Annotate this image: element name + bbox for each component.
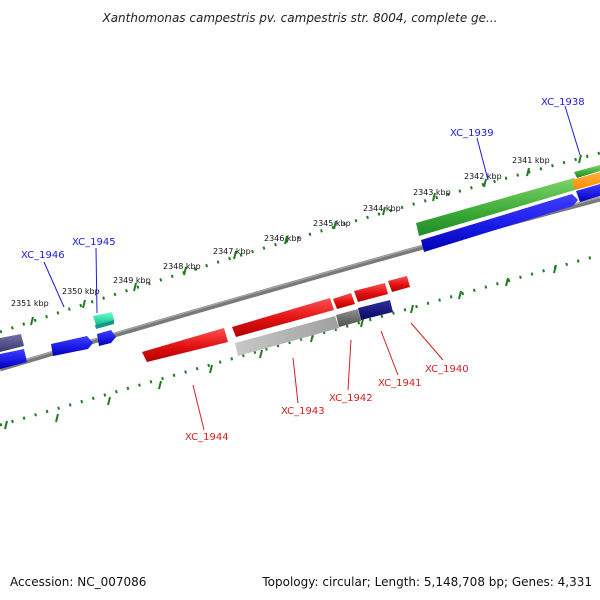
gene-label-XC_1943[interactable]: XC_1943 — [281, 406, 325, 417]
gene-red-reverse[interactable] — [354, 283, 388, 302]
gene-red-reverse[interactable] — [333, 293, 355, 309]
gene-label-XC_1945[interactable]: XC_1945 — [72, 237, 116, 248]
accession-text: Accession: NC_007086 — [10, 575, 146, 589]
gene-green-forward[interactable] — [416, 178, 580, 236]
gene-label-XC_1938[interactable]: XC_1938 — [541, 97, 585, 108]
reverse-gene-labels: XC_1940 XC_1941 XC_1942 XC_1943 XC_1944 — [185, 322, 469, 443]
reverse-genes — [142, 276, 410, 362]
forward-gene-labels: XC_1938 XC_1939 XC_1945 XC_1946 — [21, 97, 585, 314]
gene-blue-forward[interactable] — [576, 184, 600, 202]
scale-label: 2342 kbp — [464, 172, 502, 181]
gene-grey-reverse[interactable] — [235, 316, 339, 356]
scale-label: 2347 kbp — [213, 247, 251, 256]
gene-label-XC_1940[interactable]: XC_1940 — [425, 364, 469, 375]
gene-label-XC_1944[interactable]: XC_1944 — [185, 432, 229, 443]
scale-ticks — [30, 154, 582, 326]
gene-label-XC_1939[interactable]: XC_1939 — [450, 128, 494, 139]
gene-label-XC_1942[interactable]: XC_1942 — [329, 393, 373, 404]
gene-navy-reverse[interactable] — [358, 300, 393, 320]
scale-label: 2343 kbp — [413, 188, 451, 197]
scale-label: 2351 kbp — [11, 299, 49, 308]
scale-label: 2344 kbp — [363, 204, 401, 213]
scale-label: 2345 kbp — [313, 219, 351, 228]
gene-blue-forward[interactable] — [51, 336, 93, 356]
scale-labels: 2341 kbp 2342 kbp 2343 kbp 2344 kbp 2345… — [11, 156, 550, 308]
scale-label: 2350 kbp — [62, 287, 100, 296]
map-title: Xanthomonas campestris pv. campestris st… — [101, 11, 497, 25]
gene-label-XC_1941[interactable]: XC_1941 — [378, 378, 422, 389]
gene-red-reverse[interactable] — [232, 298, 334, 337]
forward-genes — [0, 165, 600, 369]
scale-label: 2346 kbp — [264, 234, 302, 243]
gene-red-reverse[interactable] — [388, 276, 410, 292]
scale-ticks-inner — [4, 264, 557, 430]
gene-blue-forward[interactable] — [97, 330, 116, 346]
gene-orange-forward[interactable] — [572, 172, 600, 190]
gene-red-reverse[interactable] — [142, 328, 228, 362]
gene-teal-forward[interactable] — [95, 320, 114, 329]
gene-label-XC_1946[interactable]: XC_1946 — [21, 250, 65, 261]
gene-slate-forward[interactable] — [0, 334, 24, 352]
gene-teal-forward[interactable] — [93, 312, 114, 325]
topology-text: Topology: circular; Length: 5,148,708 bp… — [261, 575, 592, 589]
scale-label: 2348 kbp — [163, 262, 201, 271]
scale-label: 2349 kbp — [113, 276, 151, 285]
gene-blue-forward[interactable] — [0, 349, 27, 369]
scale-label: 2341 kbp — [512, 156, 550, 165]
gene-blue-forward[interactable] — [421, 194, 578, 252]
gene-green-forward[interactable] — [574, 165, 600, 178]
gene-darkgrey-reverse[interactable] — [336, 309, 361, 327]
